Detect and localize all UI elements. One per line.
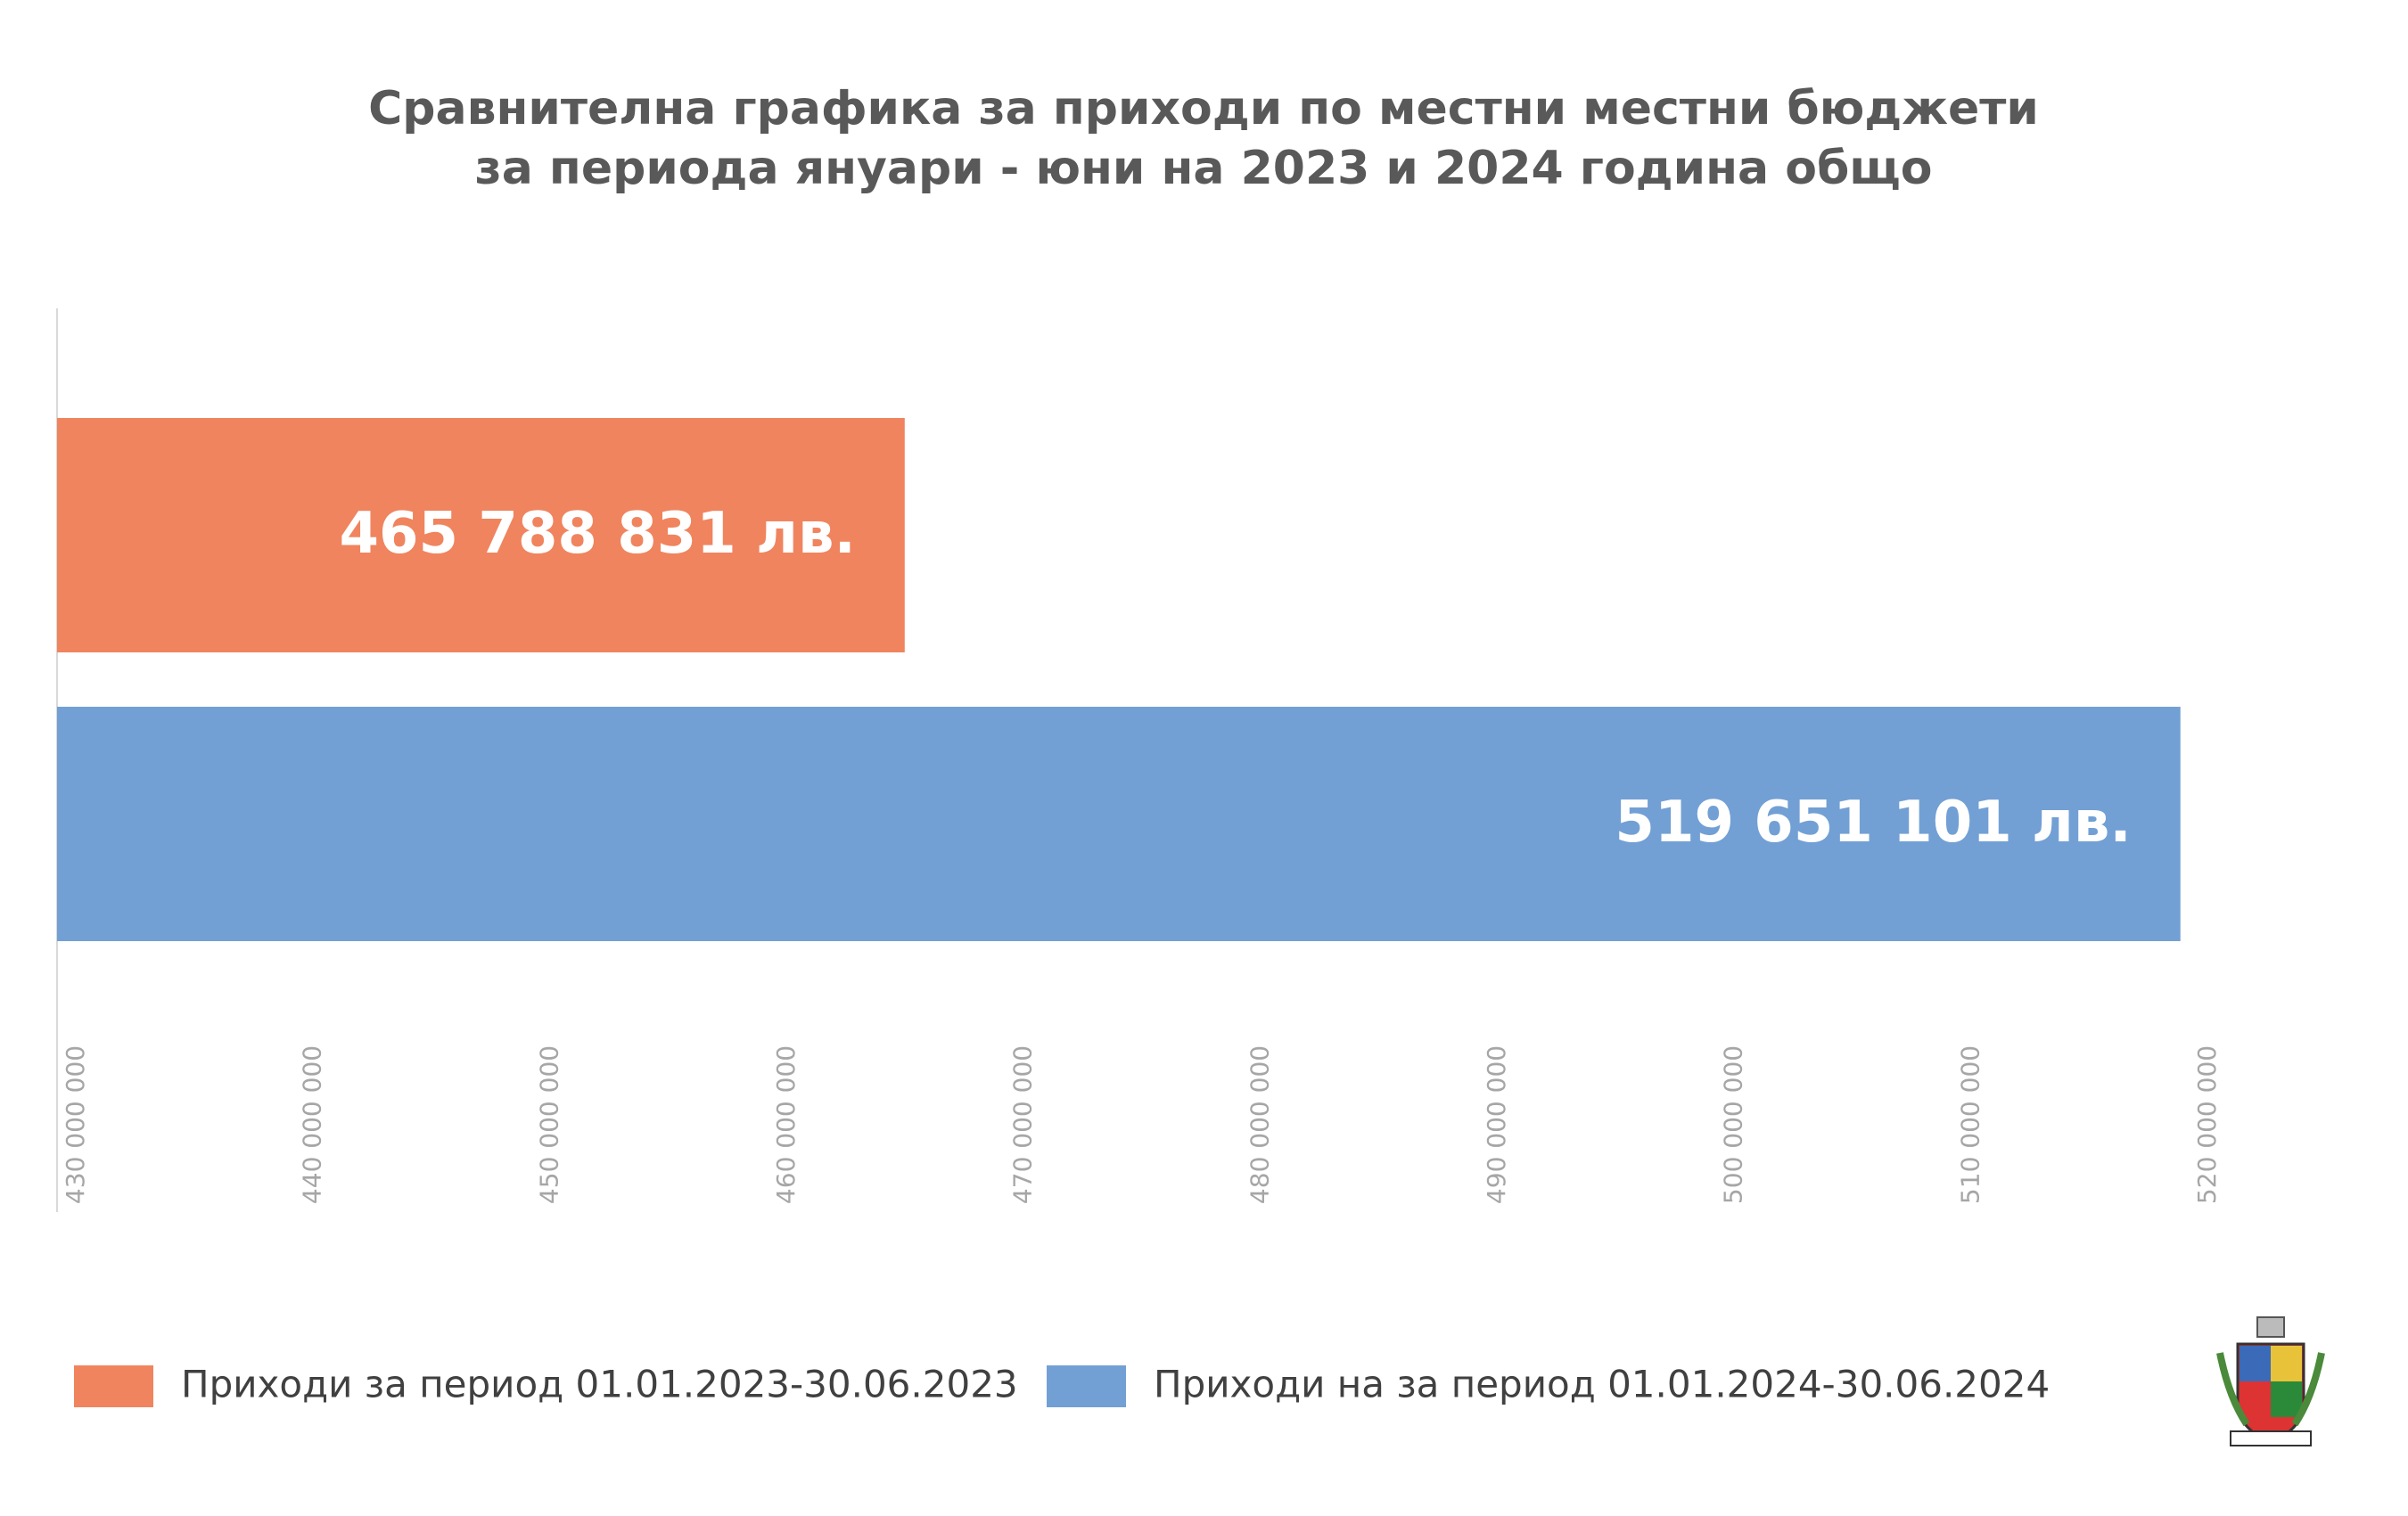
chart-title: Сравнителна графика за приходи по местни…	[368, 82, 2039, 135]
value-label: 465 788 831 лв.	[339, 501, 855, 567]
x-tick-label: 480 000 000	[1245, 1045, 1274, 1204]
legend-swatch	[74, 1365, 153, 1407]
x-tick-label: 490 000 000	[1482, 1045, 1511, 1204]
value-label: 519 651 101 лв.	[1615, 790, 2131, 856]
legend-swatch	[1047, 1365, 1126, 1407]
chart-title: за периода януари - юни на 2023 и 2024 г…	[475, 142, 1933, 195]
x-tick-label: 510 000 000	[1955, 1045, 1985, 1204]
legend-label: Приходи за период 01.01.2023-30.06.2023	[181, 1363, 1018, 1406]
logo	[2216, 1316, 2325, 1446]
x-tick-label: 520 000 000	[2192, 1045, 2222, 1204]
x-tick-label: 500 000 000	[1719, 1045, 1748, 1204]
x-tick-label: 430 000 000	[61, 1045, 90, 1204]
bar	[57, 418, 905, 652]
legend-label: Приходи на за период 01.01.2024-30.06.20…	[1154, 1363, 2050, 1406]
x-tick-label: 450 000 000	[534, 1045, 563, 1204]
bar	[57, 707, 2181, 941]
x-tick-label: 440 000 000	[298, 1045, 327, 1204]
x-tick-label: 460 000 000	[771, 1045, 801, 1204]
x-tick-label: 470 000 000	[1008, 1045, 1038, 1204]
